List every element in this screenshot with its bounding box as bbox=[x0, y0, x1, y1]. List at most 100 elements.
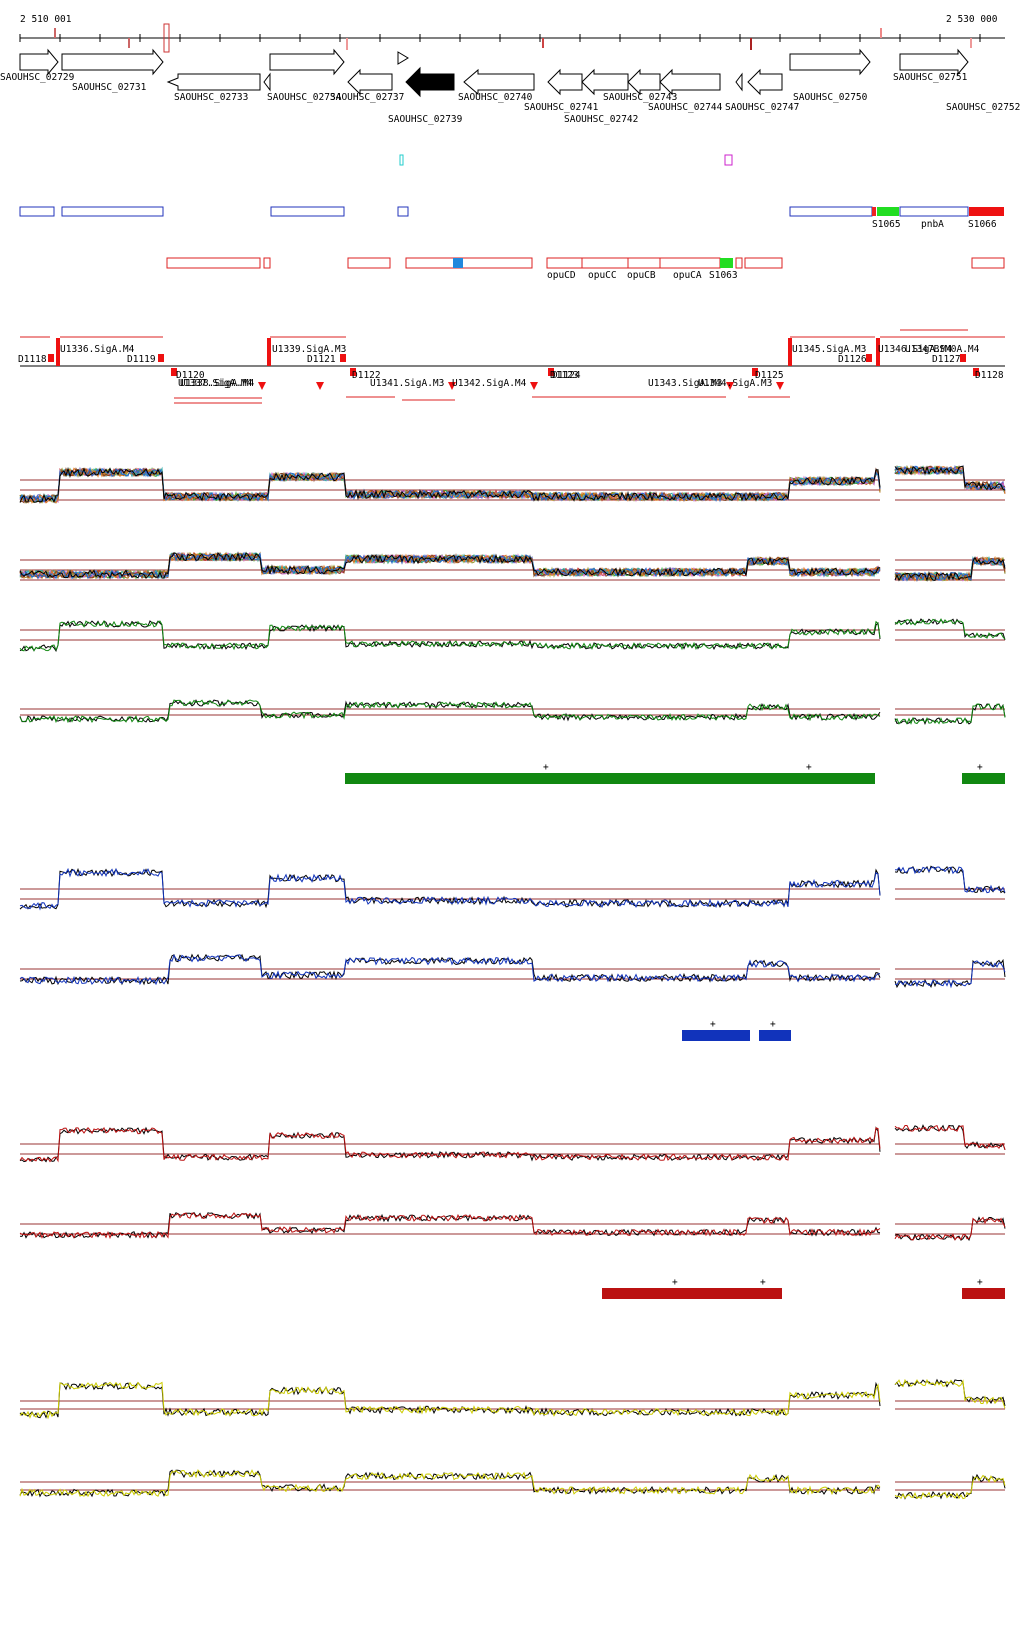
track-panel bbox=[19, 953, 1006, 989]
feature-label: S1066 bbox=[968, 219, 997, 230]
segment-plus: + bbox=[543, 762, 549, 773]
segment-plus: + bbox=[770, 1019, 776, 1030]
segment-plus: + bbox=[760, 1277, 766, 1288]
gene-labels: SAOUHSC_02729 SAOUHSC_02731 SAOUHSC_0273… bbox=[0, 72, 1020, 125]
magenta-marker bbox=[724, 154, 733, 166]
marker-label: U1337.SigA.M4 bbox=[178, 378, 253, 389]
feature-label: opuCC bbox=[588, 270, 617, 281]
track-line bbox=[894, 557, 1006, 582]
track-line bbox=[894, 1474, 1006, 1500]
gene-arrow-02731[interactable] bbox=[61, 48, 164, 76]
marker-label: D1121 bbox=[307, 354, 336, 365]
segment-plus: + bbox=[977, 762, 983, 773]
track-line bbox=[19, 699, 881, 724]
track-line bbox=[19, 699, 881, 723]
segment-bars: + + + + + + + + bbox=[345, 762, 1005, 1299]
marker-label: D1127 bbox=[932, 354, 961, 365]
track-line bbox=[19, 551, 881, 580]
track-line bbox=[19, 551, 881, 580]
gene-arrow-02744[interactable] bbox=[659, 68, 721, 96]
ruler-left-label: 2 510 001 bbox=[20, 14, 72, 25]
feature-label: S1065 bbox=[872, 219, 901, 230]
marker-track: D1118 U1336.SigA.M4 D1119 U1339.SigA.M3 … bbox=[18, 329, 1005, 404]
marker-label: D1128 bbox=[975, 370, 1004, 381]
gene-label: SAOUHSC_02747 bbox=[725, 102, 799, 113]
gene-label: SAOUHSC_02752 bbox=[946, 102, 1020, 113]
track-line bbox=[19, 1212, 881, 1240]
track-panel bbox=[19, 699, 1006, 726]
small-arrow bbox=[263, 72, 271, 92]
track-panel bbox=[19, 1378, 1006, 1420]
marker-label: D1118 bbox=[18, 354, 47, 365]
green-segment bbox=[962, 773, 1005, 784]
gene-arrow-02750[interactable] bbox=[789, 48, 871, 76]
gene-label: SAOUHSC_02741 bbox=[524, 102, 599, 113]
track-panel bbox=[19, 865, 1006, 911]
track-line bbox=[19, 1469, 881, 1498]
blue-feature-track bbox=[19, 206, 969, 217]
track-line bbox=[894, 703, 1006, 725]
blue-segment bbox=[759, 1030, 791, 1041]
marker-label: D1119 bbox=[127, 354, 156, 365]
track-line bbox=[894, 556, 1006, 582]
track-panel bbox=[19, 1469, 1006, 1500]
marker-label: D1120 bbox=[176, 370, 205, 381]
gene-label: SAOUHSC_02744 bbox=[648, 102, 723, 113]
feature-label: pnbA bbox=[921, 219, 944, 230]
gene-arrow-02741[interactable] bbox=[547, 68, 583, 96]
feature-label: opuCA bbox=[673, 270, 702, 281]
gene-label: SAOUHSC_02742 bbox=[564, 114, 638, 125]
feature-label: S1063 bbox=[709, 270, 738, 281]
gene-arrow-02729[interactable] bbox=[19, 48, 59, 76]
track-line bbox=[894, 618, 1006, 640]
track-panel bbox=[19, 618, 1006, 653]
track-line bbox=[19, 620, 881, 652]
track-line bbox=[894, 866, 1006, 894]
track-panel bbox=[19, 551, 1006, 583]
marker-label: D1126 bbox=[838, 354, 867, 365]
marker-label: D1124 bbox=[552, 370, 581, 381]
marker-label: U1343.SigA.M3 bbox=[648, 378, 722, 389]
expression-tracks bbox=[19, 464, 1006, 1500]
gene-arrow-02737[interactable] bbox=[347, 68, 393, 96]
gene-arrow-02734[interactable] bbox=[269, 48, 345, 76]
gene-arrow-02742[interactable] bbox=[581, 68, 629, 96]
track-line bbox=[894, 465, 1006, 491]
gene-label: SAOUHSC_02740 bbox=[458, 92, 533, 103]
marker-label: U1339.SigA.M3 bbox=[272, 344, 346, 355]
track-line bbox=[894, 1216, 1006, 1241]
marker-label: U1336.SigA.M4 bbox=[60, 344, 135, 355]
segment-plus: + bbox=[710, 1019, 716, 1030]
track-panel bbox=[19, 1211, 1006, 1242]
gene-arrow-02751[interactable] bbox=[899, 48, 969, 76]
marker-label: U1342.SigA.M4 bbox=[452, 378, 527, 389]
gene-arrow-02743[interactable] bbox=[627, 68, 661, 96]
small-arrow bbox=[397, 51, 409, 65]
marker-label: D1125 bbox=[755, 370, 784, 381]
gene-arrow-02740[interactable] bbox=[463, 68, 535, 96]
feature-label: opuCD bbox=[547, 270, 576, 281]
gene-label: SAOUHSC_02733 bbox=[174, 92, 248, 103]
position-ruler: 2 510 001 2 530 000 bbox=[19, 14, 1005, 53]
marker-label: U1341.SigA.M3 bbox=[370, 378, 444, 389]
gene-label: SAOUHSC_02734 bbox=[267, 92, 342, 103]
gene-label: SAOUHSC_02731 bbox=[72, 82, 147, 93]
small-arrow bbox=[735, 72, 743, 92]
track-line bbox=[19, 552, 881, 580]
track-line bbox=[894, 960, 1006, 989]
track-line bbox=[894, 1124, 1006, 1150]
red-segment bbox=[962, 1288, 1005, 1299]
gene-arrow-02733[interactable] bbox=[166, 73, 261, 91]
marker-label: U1346.SigA.M4 bbox=[878, 344, 953, 355]
track-line bbox=[19, 1126, 881, 1163]
track-line bbox=[19, 954, 881, 986]
track-panel bbox=[19, 464, 1006, 505]
gene-arrow-02747[interactable] bbox=[747, 68, 783, 96]
marker-label: U1338.SigA.M4 bbox=[180, 378, 255, 389]
gene-label: SAOUHSC_02729 bbox=[0, 72, 75, 83]
gene-label: SAOUHSC_02743 bbox=[603, 92, 677, 103]
gene-arrow-02739[interactable] bbox=[405, 66, 455, 98]
marker-label: D1123 bbox=[550, 370, 579, 381]
red-segment bbox=[602, 1288, 782, 1299]
